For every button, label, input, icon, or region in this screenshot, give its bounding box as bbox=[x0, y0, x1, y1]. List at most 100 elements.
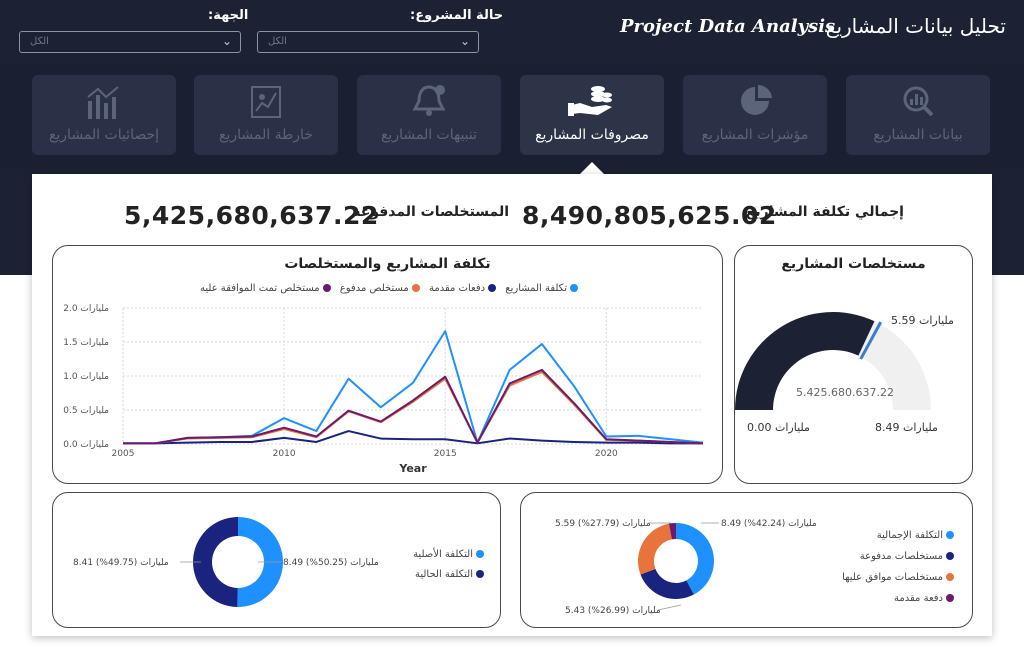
legend-item: دفعة مقدمة bbox=[842, 588, 954, 609]
donut2-label-approved: 5.59 مليارات (27.79%) bbox=[555, 519, 651, 529]
page-navigation: بيانات المشاريع مؤشرات المشاريع مصروفات … bbox=[0, 64, 1024, 168]
series-line-4 bbox=[123, 368, 704, 445]
line-chart-plot: 2005 2010 2015 2020 0.0 مليارات 0.5 مليارات 1… bbox=[63, 304, 704, 475]
active-tab-pointer bbox=[580, 162, 604, 174]
cost-comparison-donut: 8.49 مليارات (50.25%) 8.41 مليارات (49.7… bbox=[73, 517, 379, 607]
legend-current-cost: التكلفة الحالية bbox=[414, 569, 473, 580]
series-line-2 bbox=[123, 430, 703, 445]
legend-dot bbox=[476, 570, 484, 578]
nav-project-expenses-button[interactable]: مصروفات المشاريع bbox=[520, 75, 664, 155]
nav-project-indicators-button[interactable]: مؤشرات المشاريع bbox=[683, 75, 827, 155]
gauge-target-label: 5.59 مليارات bbox=[891, 314, 954, 327]
nav-label: تنبيهات المشاريع bbox=[380, 127, 478, 143]
donut2-label-total: 8.49 مليارات (42.24%) bbox=[721, 519, 817, 529]
content-panel: إجمالي تكلفة المشاريع 8,490,805,625.02 ا… bbox=[32, 174, 992, 636]
entity-filter-label: الجهة: bbox=[208, 8, 249, 23]
donut1-label-current: 8.41 مليارات (49.75%) bbox=[73, 558, 169, 568]
x-tick-label: 2010 bbox=[273, 449, 296, 459]
line-chart-legend: تكلفة المشاريع دفعات مقدمة مستخلص مدفوع … bbox=[194, 283, 578, 294]
legend-dot bbox=[946, 573, 954, 581]
legend-advance: دفعة مقدمة bbox=[894, 593, 943, 604]
donut-slice-1 bbox=[676, 523, 714, 595]
legend-total-cost: التكلفة الإجمالية bbox=[876, 530, 943, 541]
legend-original-cost: التكلفة الأصلية bbox=[413, 549, 473, 560]
legend-item: التكلفة الحالية bbox=[413, 565, 484, 585]
chevron-down-icon: ⌄ bbox=[459, 34, 470, 48]
x-axis-label: Year bbox=[398, 462, 427, 475]
status-filter-value: الكل bbox=[268, 36, 287, 47]
bell-icon bbox=[412, 85, 446, 116]
hand-coins-icon bbox=[568, 86, 612, 116]
gauge-chart: 5.425.680.637.22 0.00 مليارات 8.49 مليار… bbox=[735, 312, 954, 434]
donut1-label-original: 8.49 مليارات (50.25%) bbox=[283, 558, 379, 568]
x-tick-label: 2005 bbox=[112, 449, 135, 459]
legend-item: دفعات مقدمة bbox=[429, 283, 497, 294]
legend-dot bbox=[946, 552, 954, 560]
chevron-down-icon: ⌄ bbox=[221, 34, 232, 48]
gauge-fill bbox=[735, 312, 875, 410]
gauge-target-marker bbox=[859, 321, 883, 360]
total-cost-value: 8,490,805,625.02 bbox=[522, 201, 777, 230]
nav-project-alerts-button[interactable]: تنبيهات المشاريع bbox=[357, 75, 501, 155]
page-title-english: Project Data Analysis bbox=[620, 16, 836, 37]
legend-dot bbox=[476, 550, 484, 558]
y-tick-label: 0.0 مليارات bbox=[63, 440, 109, 450]
payments-donut-card: 8.49 مليارات (42.24%) 5.59 مليارات (27.7… bbox=[520, 492, 973, 628]
legend-item: مستخلص مدفوع bbox=[340, 283, 420, 294]
status-filter-label: حالة المشروع: bbox=[410, 8, 504, 23]
nav-label: مصروفات المشاريع bbox=[535, 127, 649, 143]
y-tick-label: 2.0 مليارات bbox=[63, 304, 109, 314]
series-line-1 bbox=[123, 330, 704, 445]
legend-item: مستخلصات مدفوعة bbox=[842, 546, 954, 567]
donut-slice-4 bbox=[668, 523, 676, 540]
gauge-min-label: 0.00 مليارات bbox=[747, 421, 810, 434]
x-tick-label: 2015 bbox=[434, 449, 457, 459]
legend-paid: مستخلصات مدفوعة bbox=[859, 551, 943, 562]
nav-project-statistics-button[interactable]: إحصائيات المشاريع bbox=[32, 75, 176, 155]
legend-item: تكلفة المشاريع bbox=[505, 283, 578, 294]
legend-item: مستخلص تمت الموافقة عليه bbox=[200, 283, 331, 294]
y-tick-label: 1.0 مليارات bbox=[63, 372, 109, 382]
gauge-card: مستخلصات المشاريع 5.425.680.637.22 0.00 … bbox=[734, 245, 973, 484]
paid-label: المستخلصات المدفوعة bbox=[352, 204, 509, 220]
donut-slice-2 bbox=[640, 568, 694, 599]
gauge-max-label: 8.49 مليارات bbox=[875, 421, 938, 434]
legend-dot bbox=[570, 284, 578, 292]
legend-approved-label: مستخلص تمت الموافقة عليه bbox=[199, 283, 320, 294]
gauge-title: مستخلصات المشاريع bbox=[781, 256, 926, 272]
entity-filter-value: الكل bbox=[30, 36, 49, 47]
nav-label: إحصائيات المشاريع bbox=[48, 127, 160, 143]
legend-dot bbox=[946, 594, 954, 602]
status-filter-dropdown[interactable]: الكل ⌄ bbox=[257, 31, 479, 53]
nav-project-map-button[interactable]: خارطة المشاريع bbox=[194, 75, 338, 155]
x-tick-label: 2020 bbox=[595, 449, 618, 459]
map-icon bbox=[251, 86, 281, 118]
legend-item: التكلفة الأصلية bbox=[413, 545, 484, 565]
legend-dot bbox=[488, 284, 497, 292]
magnifier-chart-icon bbox=[903, 86, 934, 117]
donut2-label-paid: 5.43 مليارات (26.99%) bbox=[565, 606, 661, 616]
y-tick-label: 0.5 مليارات bbox=[63, 406, 109, 416]
donut2-legend: التكلفة الإجمالية مستخلصات مدفوعة مستخلص… bbox=[842, 525, 954, 609]
legend-paid-label: مستخلص مدفوع bbox=[339, 283, 409, 294]
legend-approved: مستخلصات موافق عليها bbox=[842, 572, 943, 583]
nav-label: خارطة المشاريع bbox=[219, 127, 313, 143]
gauge-value: 5.425.680.637.22 bbox=[796, 386, 894, 399]
legend-dot bbox=[411, 284, 420, 292]
leader-line bbox=[657, 604, 682, 611]
line-chart-title: تكلفة المشاريع والمستخلصات bbox=[284, 256, 491, 272]
cost-comparison-donut-card: 8.49 مليارات (50.25%) 8.41 مليارات (49.7… bbox=[52, 492, 501, 628]
donut1-legend: التكلفة الأصلية التكلفة الحالية bbox=[413, 545, 484, 585]
payments-donut: 8.49 مليارات (42.24%) 5.59 مليارات (27.7… bbox=[555, 519, 817, 616]
statistics-icon bbox=[87, 86, 119, 119]
nav-project-data-button[interactable]: بيانات المشاريع bbox=[846, 75, 990, 155]
legend-cost-label: تكلفة المشاريع bbox=[505, 283, 567, 294]
entity-filter-dropdown[interactable]: الكل ⌄ bbox=[19, 31, 241, 53]
paid-value: 5,425,680,637.22 bbox=[124, 201, 379, 230]
total-cost-label: إجمالي تكلفة المشاريع bbox=[745, 204, 904, 220]
legend-item: مستخلصات موافق عليها bbox=[842, 567, 954, 588]
donut-slice-2 bbox=[192, 517, 238, 607]
nav-label: بيانات المشاريع bbox=[873, 127, 963, 143]
page-title-arabic: تحليل بيانات المشاريع bbox=[825, 14, 1006, 38]
nav-label: مؤشرات المشاريع bbox=[701, 127, 809, 143]
